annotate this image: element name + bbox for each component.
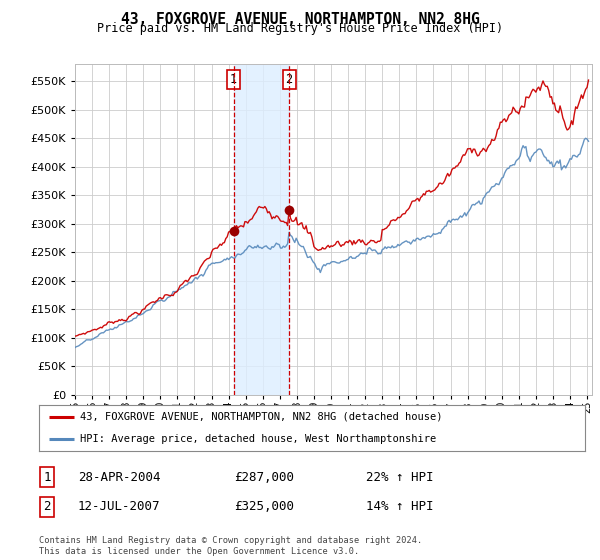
Bar	[233, 64, 289, 395]
Text: 28-APR-2004: 28-APR-2004	[78, 470, 161, 484]
Text: Price paid vs. HM Land Registry's House Price Index (HPI): Price paid vs. HM Land Registry's House …	[97, 22, 503, 35]
Text: 14% ↑ HPI: 14% ↑ HPI	[366, 500, 433, 514]
Text: £325,000: £325,000	[234, 500, 294, 514]
Text: 1: 1	[230, 73, 237, 86]
Text: 2: 2	[43, 500, 50, 514]
Text: 12-JUL-2007: 12-JUL-2007	[78, 500, 161, 514]
Text: HPI: Average price, detached house, West Northamptonshire: HPI: Average price, detached house, West…	[80, 434, 436, 444]
Text: 22% ↑ HPI: 22% ↑ HPI	[366, 470, 433, 484]
Text: 2: 2	[286, 73, 293, 86]
Text: 1: 1	[43, 470, 50, 484]
Text: £287,000: £287,000	[234, 470, 294, 484]
Text: 43, FOXGROVE AVENUE, NORTHAMPTON, NN2 8HG (detached house): 43, FOXGROVE AVENUE, NORTHAMPTON, NN2 8H…	[80, 412, 442, 422]
Text: Contains HM Land Registry data © Crown copyright and database right 2024.
This d: Contains HM Land Registry data © Crown c…	[39, 536, 422, 556]
Text: 43, FOXGROVE AVENUE, NORTHAMPTON, NN2 8HG: 43, FOXGROVE AVENUE, NORTHAMPTON, NN2 8H…	[121, 12, 479, 27]
